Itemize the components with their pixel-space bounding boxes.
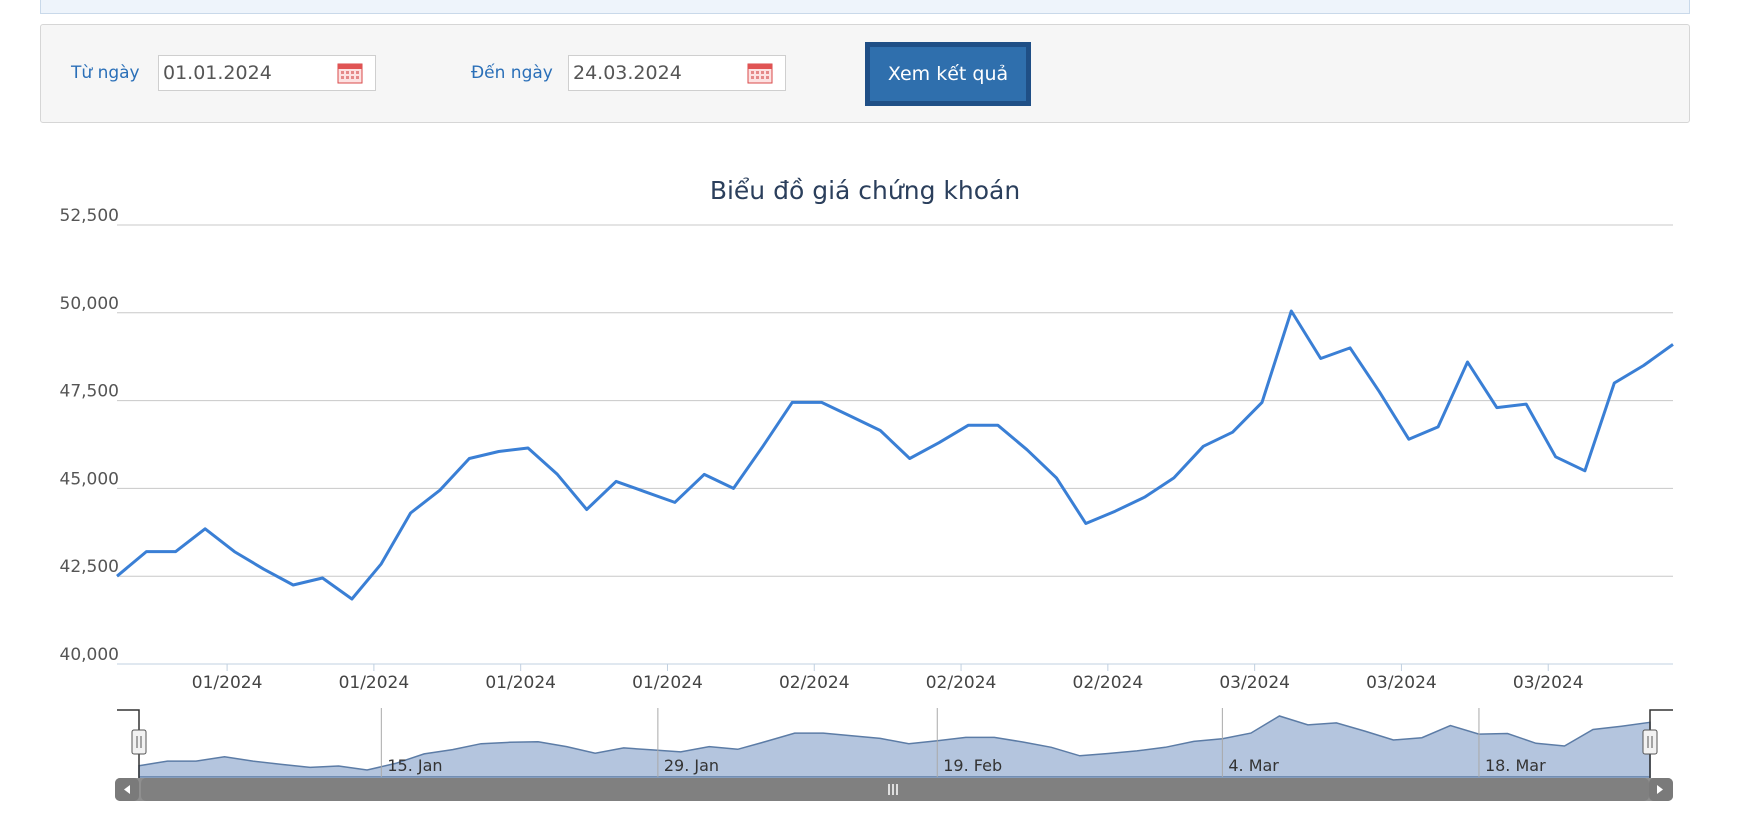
view-results-button[interactable]: Xem kết quả (865, 42, 1031, 106)
chevron-right-icon (1657, 785, 1663, 794)
navigator-label: 15. Jan (387, 756, 442, 775)
x-tick-label: 01/2024 (485, 673, 556, 693)
navigator-label: 18. Mar (1485, 756, 1546, 775)
scrollbar-grip-icon (888, 784, 898, 795)
scrollbar[interactable] (115, 778, 1673, 801)
x-axis-labels: 01/2024 01/2024 01/2024 01/2024 02/2024 02/20… (192, 664, 1584, 693)
navigator[interactable]: 15. Jan 29. Jan 19. Feb 4. Mar 18. Mar (117, 708, 1673, 778)
navigator-label: 19. Feb (943, 756, 1002, 775)
chevron-left-icon (124, 785, 130, 794)
to-date-input[interactable] (573, 60, 743, 86)
navigator-left-frame (117, 709, 140, 778)
navigator-left-handle[interactable] (131, 729, 147, 755)
scroll-left-button[interactable] (115, 778, 139, 801)
x-tick-label: 02/2024 (926, 673, 997, 693)
view-results-label: Xem kết quả (870, 47, 1026, 101)
chart-title: Biểu đồ giá chứng khoán (710, 176, 1020, 205)
navigator-label: 29. Jan (664, 756, 719, 775)
from-date-field[interactable] (158, 55, 376, 91)
navigator-right-frame (1649, 709, 1673, 778)
x-tick-label: 03/2024 (1219, 673, 1290, 693)
x-tick-label: 01/2024 (192, 673, 263, 693)
navigator-area (138, 715, 1651, 778)
date-filter-panel: Từ ngày Đến ngày Xem kết quả (40, 24, 1690, 123)
calendar-icon[interactable] (337, 62, 363, 84)
y-tick-label: 50,000 (60, 294, 119, 314)
scroll-right-button[interactable] (1649, 778, 1673, 801)
x-tick-label: 02/2024 (779, 673, 850, 693)
scrollbar-thumb[interactable] (141, 778, 1649, 801)
from-date-label: Từ ngày (71, 63, 140, 83)
grid-lines (117, 224, 1673, 577)
to-date-label: Đến ngày (471, 63, 553, 83)
x-tick-label: 03/2024 (1513, 673, 1584, 693)
calendar-icon[interactable] (747, 62, 773, 84)
x-tick-label: 02/2024 (1073, 673, 1144, 693)
x-tick-label: 03/2024 (1366, 673, 1437, 693)
price-series-line (116, 309, 1674, 601)
x-tick-label: 01/2024 (632, 673, 703, 693)
navigator-label: 4. Mar (1228, 756, 1279, 775)
y-tick-label: 47,500 (60, 382, 119, 402)
navigator-right-handle[interactable] (1642, 729, 1658, 755)
y-tick-label: 40,000 (60, 645, 119, 665)
y-tick-label: 42,500 (60, 557, 119, 577)
top-info-strip (40, 0, 1690, 14)
x-tick-label: 01/2024 (339, 673, 410, 693)
to-date-field[interactable] (568, 55, 786, 91)
from-date-input[interactable] (163, 60, 333, 86)
y-tick-label: 52,500 (60, 206, 119, 226)
navigator-labels: 15. Jan 29. Jan 19. Feb 4. Mar 18. Mar (380, 708, 1546, 777)
y-tick-label: 45,000 (60, 469, 119, 489)
y-axis-labels: 40,000 42,500 45,000 47,500 50,000 52,500 (60, 206, 119, 665)
